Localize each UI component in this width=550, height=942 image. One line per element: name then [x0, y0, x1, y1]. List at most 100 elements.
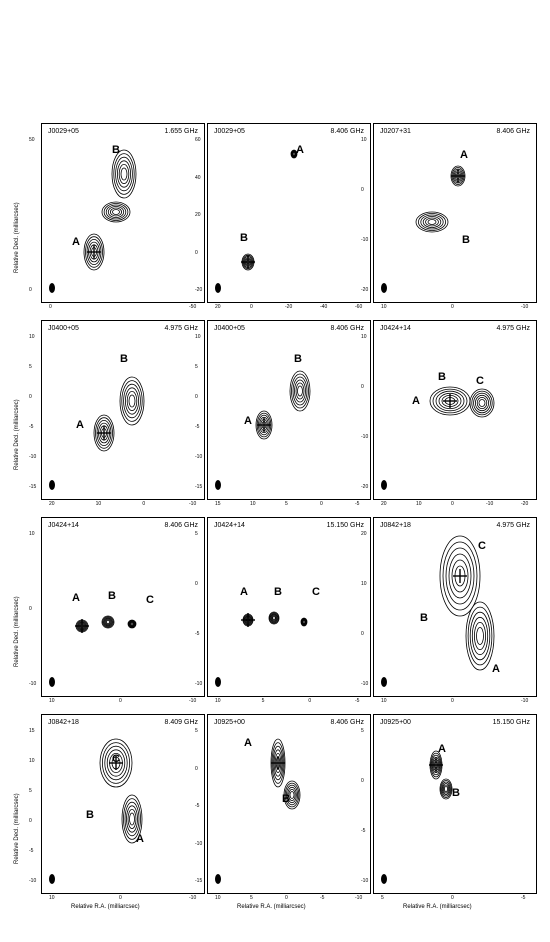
y-tick-label: 5: [195, 364, 198, 370]
contour-line: [415, 211, 449, 233]
component-label: C: [478, 540, 486, 552]
x-tick-label: 10: [215, 895, 221, 901]
contour-line: [444, 786, 448, 792]
contour-map: [215, 149, 298, 293]
contour-line: [292, 376, 308, 406]
contour-line: [445, 547, 475, 605]
contour-line: [443, 784, 449, 794]
y-tick-label: 0: [195, 765, 198, 772]
contour-line: [291, 373, 309, 409]
component-label: B: [120, 353, 128, 365]
panel-source-name: J0424+14: [380, 325, 411, 332]
contour-line: [106, 620, 110, 624]
contour-line: [270, 613, 278, 623]
contour-line: [270, 614, 278, 622]
contour-line: [127, 619, 137, 629]
component-label: B: [438, 371, 446, 383]
y-tick-label: 20: [195, 212, 201, 218]
contour-line: [291, 151, 297, 157]
contour-line: [420, 214, 444, 230]
x-tick-label: 10: [49, 895, 55, 901]
contour-line: [473, 392, 491, 414]
contour-line: [476, 627, 484, 645]
panel-source-name: J0400+05: [214, 325, 245, 332]
y-tick-label: 0: [195, 249, 198, 256]
panel-source-name: J0925+00: [380, 719, 411, 726]
figure-panel: J0842+18 4.975 GHz C B A: [373, 517, 537, 697]
contour-line: [440, 780, 452, 798]
panel-source-name: J0842+18: [380, 522, 411, 529]
component-label: B: [452, 787, 460, 799]
contour-line: [101, 615, 115, 629]
x-tick-label: 15: [215, 501, 221, 507]
contour-line: [106, 749, 126, 777]
contour-line: [118, 164, 130, 185]
panel-frequency: 8.406 GHz: [164, 522, 198, 529]
panel-frequency: 4.975 GHz: [164, 325, 198, 332]
contour-line: [128, 620, 136, 628]
contour-line: [425, 217, 439, 227]
contour-line: [112, 209, 120, 215]
contour-line: [129, 812, 135, 826]
figure-panel: J0029+05 1.655 GHz A B: [41, 123, 205, 303]
x-axis-label: Relative R.A. (milliarcsec): [403, 904, 472, 910]
contour-line: [469, 388, 495, 418]
contour-line: [427, 219, 437, 225]
panel-source-name: J0207+31: [380, 128, 411, 135]
panel-source-name: J0424+14: [214, 522, 245, 529]
y-tick-label: 0: [361, 631, 364, 637]
contour-line: [301, 618, 307, 626]
component-label: A: [492, 663, 500, 675]
y-tick-label: -10: [29, 454, 37, 460]
contour-line: [111, 149, 137, 199]
contour-line: [289, 370, 311, 412]
beam-ellipse: [215, 480, 221, 490]
x-tick-label: 0: [250, 304, 253, 310]
y-tick-label: 60: [195, 137, 201, 143]
x-tick-label: -20: [285, 304, 293, 310]
y-tick-label: 0: [195, 581, 198, 587]
y-tick-label: 15: [29, 728, 35, 734]
contour-line: [300, 617, 308, 627]
contour-line: [255, 410, 273, 440]
contour-line: [435, 390, 465, 412]
component-label: B: [462, 234, 470, 246]
figure-panel: J0029+05 8.406 GHz B A: [207, 123, 371, 303]
contour-line: [119, 376, 145, 426]
contour-line: [474, 622, 487, 651]
panel-frequency: 8.409 GHz: [164, 719, 198, 726]
y-tick-label: 10: [29, 334, 35, 340]
contour-line: [297, 385, 303, 397]
component-label: A: [296, 144, 304, 156]
y-tick-label: 5: [29, 364, 32, 370]
x-tick-label: 10: [95, 501, 102, 507]
panel-source-name: J0029+05: [48, 128, 79, 135]
contour-line: [101, 201, 131, 223]
figure-panel: J0925+00 8.406 GHz A B: [207, 714, 371, 894]
component-label: C: [476, 375, 484, 387]
y-tick-label: -5: [195, 631, 200, 637]
y-tick-label: 0: [361, 187, 364, 193]
contour-line: [422, 216, 442, 228]
y-tick-label: -5: [29, 424, 34, 430]
component-label: B: [282, 793, 290, 805]
x-tick-label: 0: [320, 501, 323, 507]
contour-line: [291, 150, 297, 158]
contour-line: [130, 622, 135, 627]
y-tick-label: -10: [29, 681, 37, 687]
x-tick-label: 20: [49, 501, 55, 507]
contour-line: [301, 618, 307, 626]
y-tick-label: 50: [29, 137, 35, 143]
contour-line: [442, 783, 450, 795]
x-tick-label: 0: [142, 501, 146, 507]
figure-panel: J0842+18 8.409 GHz C B A: [41, 714, 205, 894]
y-tick-label: -5: [195, 424, 200, 430]
component-label: C: [312, 586, 320, 598]
contour-line: [418, 213, 447, 231]
figure-panel: J0925+00 15.150 GHz A B: [373, 714, 537, 894]
x-tick-label: -40: [320, 304, 328, 310]
contour-line: [432, 388, 468, 414]
y-tick-label: 5: [195, 531, 198, 537]
contour-line: [287, 786, 297, 804]
panel-frequency: 8.406 GHz: [330, 128, 364, 135]
